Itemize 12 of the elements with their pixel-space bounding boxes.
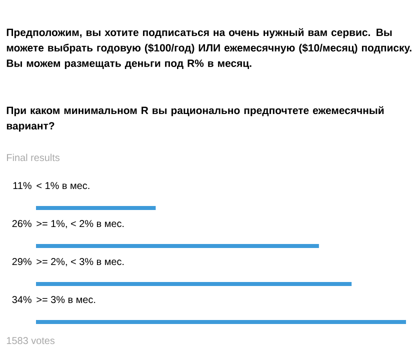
chart-title: Предположим, вы хотите подписаться на очень нужный вам сервис. Вы можете выбрать годовую ($100/год) ИЛИ ежемесячную ($10/месяц) подписку. Вы можем размещать деньги под R% в месяц. [6,28,412,70]
y-tick-label: >= 1%, < 2% в мес. [36,220,124,228]
text: Final results [7,154,60,162]
data-label: 29% [12,258,32,266]
data-label: 34% [12,296,32,304]
data-label: 11% [13,182,32,190]
text: 1583 votes [6,337,55,344]
y-tick-label: >= 2%, < 3% в мес. [36,258,124,266]
y-tick-label: >= 3% в мес. [36,296,96,304]
data-label: 26% [12,220,32,228]
chart-subtitle: При каком минимальном R вы рационально предпочтете ежемесячный вариант? [6,106,384,132]
y-tick-label: < 1% в мес. [36,182,90,190]
